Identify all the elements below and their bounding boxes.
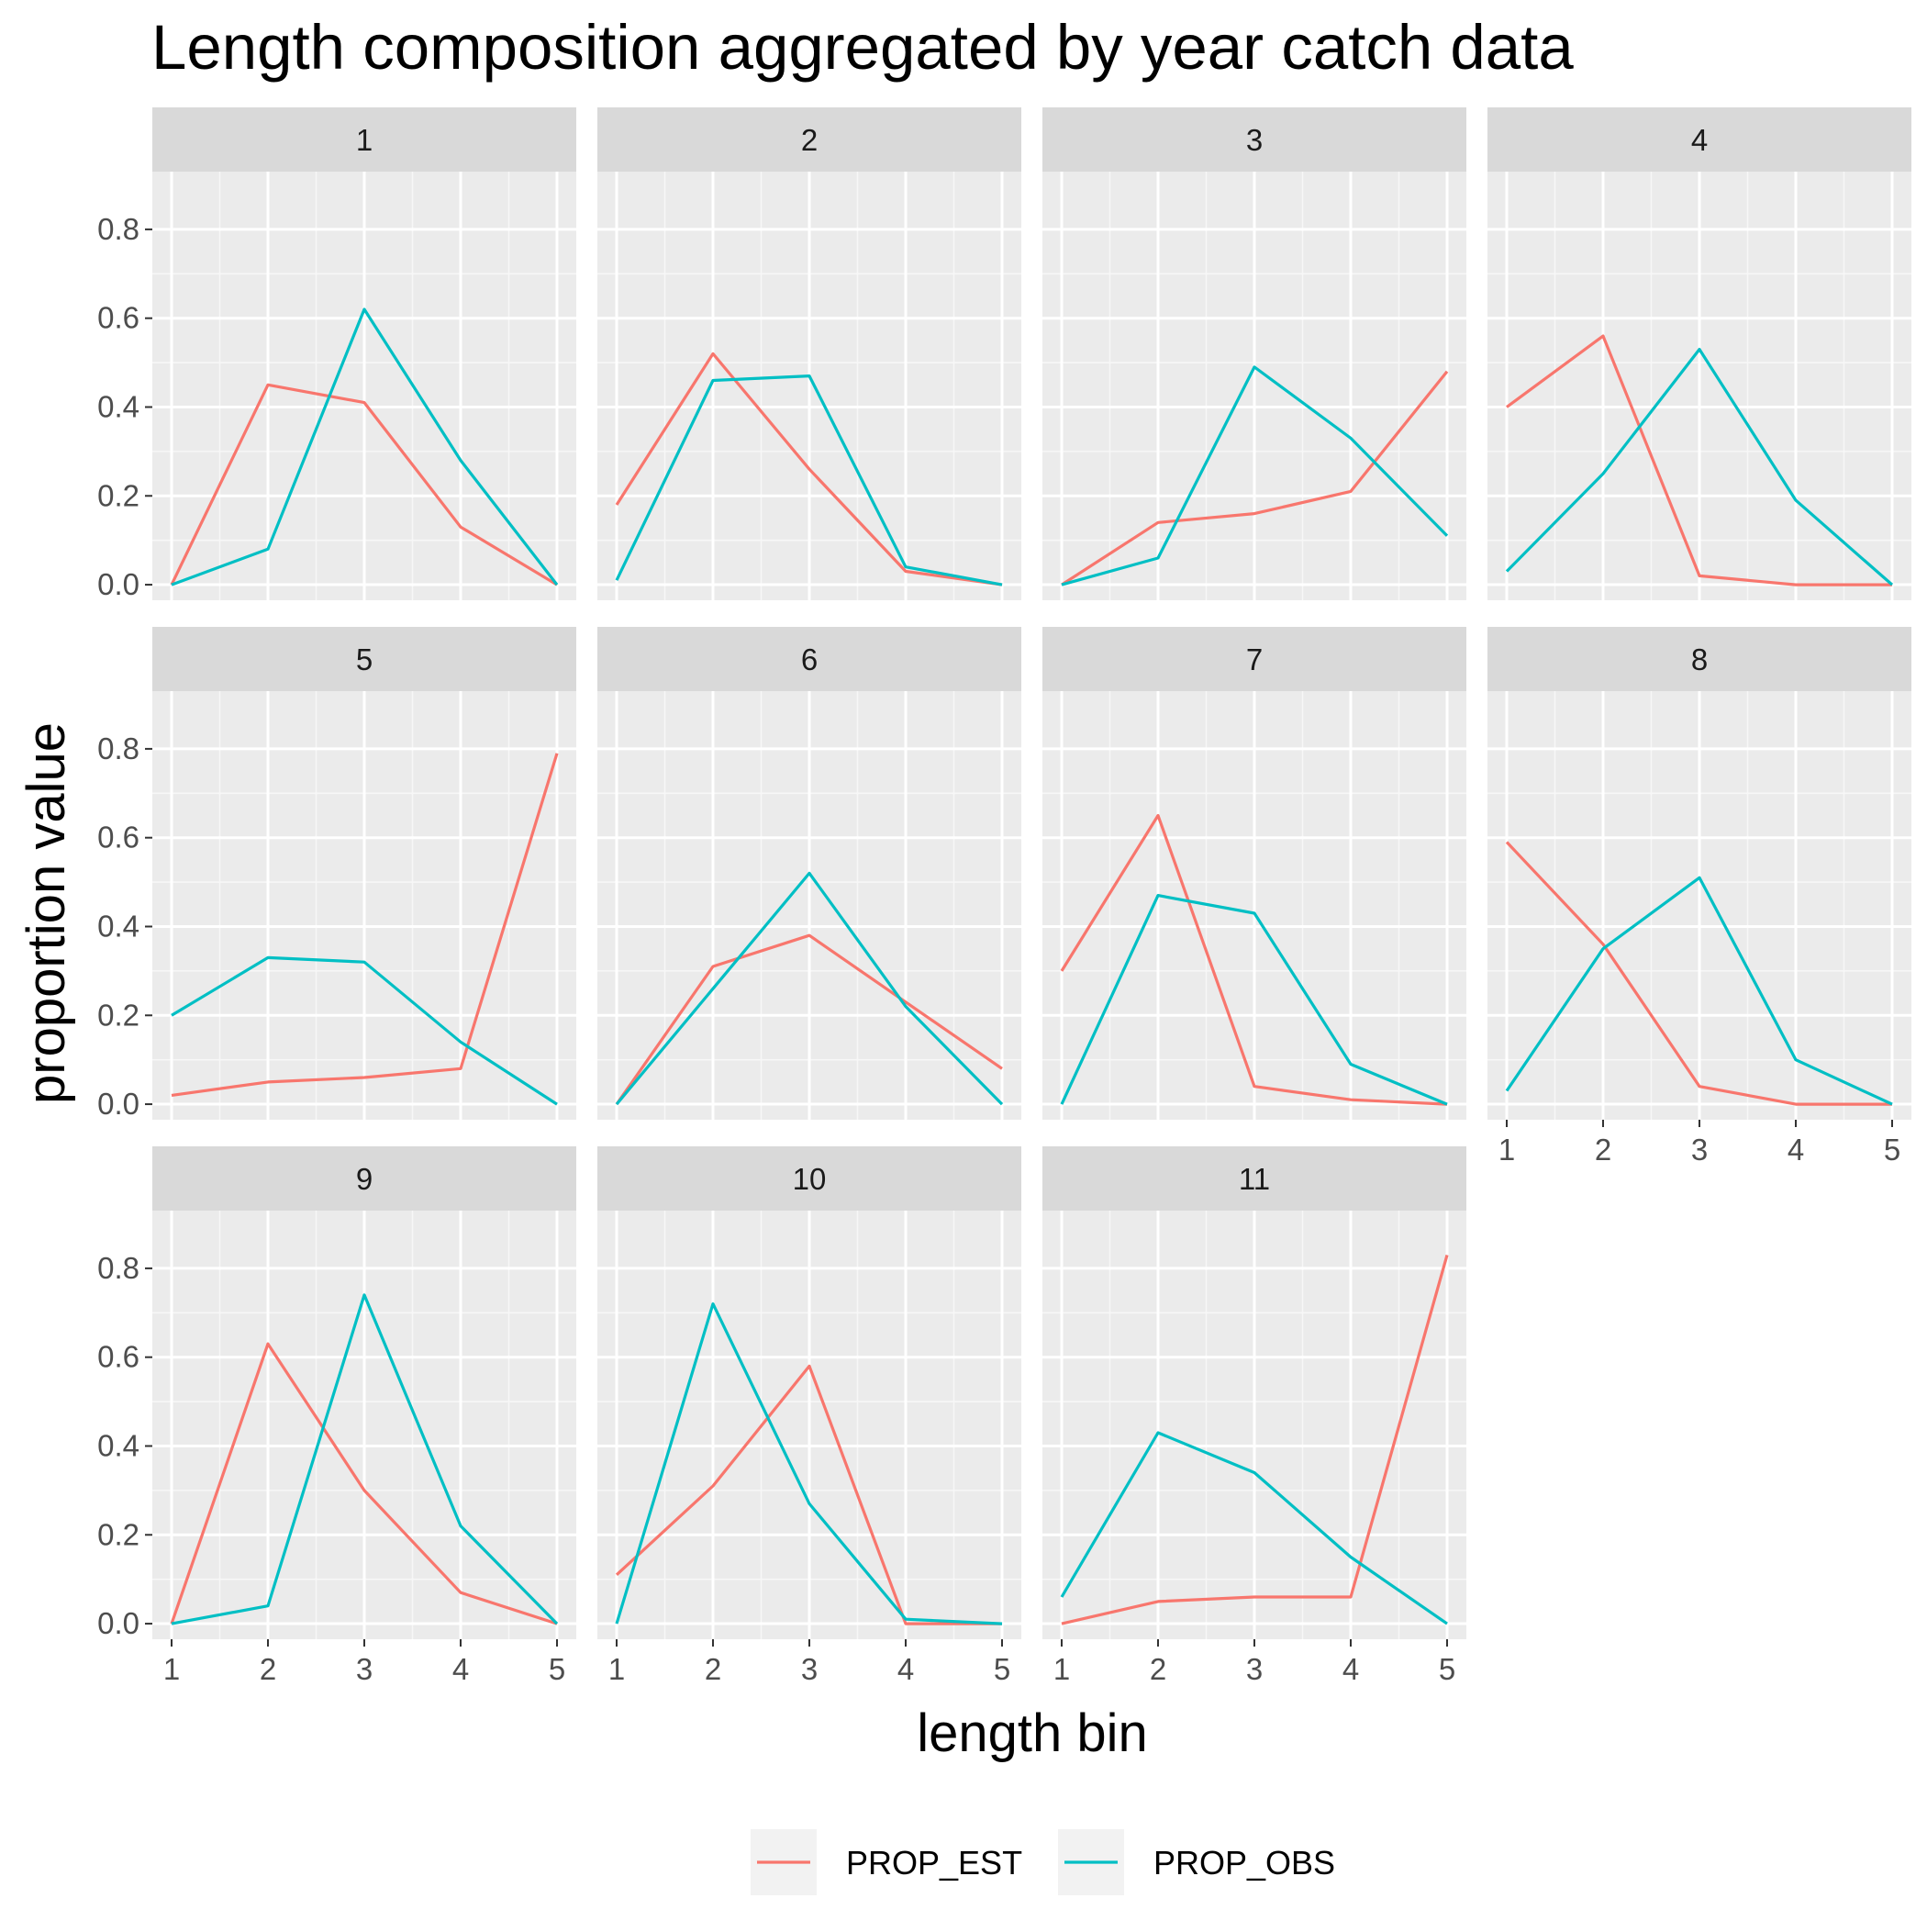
x-tick-label: 1 <box>608 1652 625 1686</box>
legend: PROP_EST PROP_OBS <box>751 1829 1335 1895</box>
series-line-prop-obs <box>615 374 1003 586</box>
x-tick-label: 3 <box>1246 1652 1263 1686</box>
facet-strip-label: 4 <box>1691 123 1708 157</box>
chart-title: Length composition aggregated by year ca… <box>151 12 1574 83</box>
series-line-prop-obs <box>615 1301 1003 1625</box>
y-tick-label: 0.2 <box>97 1517 139 1551</box>
y-tick-label: 0.4 <box>97 389 139 423</box>
legend-label-prop-est: PROP_EST <box>846 1844 1022 1882</box>
facet-strip <box>152 627 576 691</box>
facet-panel-6: 6 <box>597 627 1021 1120</box>
series-line-prop-est <box>1505 841 1892 1106</box>
series-line-prop-obs <box>171 1293 559 1625</box>
facets-layer: 1 0.0 0.2 0.4 0.6 0.8 2 3 4 5 0.0 0.2 0.4 0.6 0.8 6 7 8 1 2… <box>97 107 1911 1686</box>
facet-strip <box>597 107 1021 172</box>
facet-panel-7: 7 <box>1042 627 1466 1120</box>
y-tick-label: 0.0 <box>97 567 139 601</box>
x-tick-label: 5 <box>549 1652 565 1686</box>
series-line-prop-est <box>1061 370 1449 586</box>
y-tick-label: 0.6 <box>97 1340 139 1374</box>
facet-strip <box>1487 107 1911 172</box>
series-line-prop-est <box>615 933 1003 1106</box>
legend-label-prop-obs: PROP_OBS <box>1153 1844 1335 1882</box>
series-line-prop-obs <box>1060 1431 1448 1625</box>
y-tick-label: 0.0 <box>97 1087 139 1121</box>
facet-strip <box>152 1146 576 1211</box>
series-line-prop-obs <box>171 955 558 1106</box>
series-line-prop-obs <box>1061 365 1449 586</box>
series-line-prop-obs <box>615 871 1004 1106</box>
series-line-prop-obs <box>171 307 559 586</box>
x-tick-label: 5 <box>994 1652 1010 1686</box>
facet-strip <box>1042 627 1466 691</box>
facet-panel-4: 4 <box>1487 107 1911 600</box>
facet-panel-11: 111 2 3 4 5 <box>1042 1146 1466 1686</box>
facet-strip <box>1042 1146 1466 1211</box>
facet-panel-8: 8 1 2 3 4 5 <box>1487 627 1911 1167</box>
facet-strip-label: 2 <box>801 123 818 157</box>
y-tick-label: 0.0 <box>97 1606 139 1640</box>
facet-panel-1: 1 0.0 0.2 0.4 0.6 0.8 <box>97 107 576 601</box>
series-line-prop-est <box>170 1342 558 1625</box>
facet-strip-label: 6 <box>801 642 818 676</box>
y-tick-label: 0.4 <box>97 1428 139 1462</box>
y-tick-label: 0.8 <box>97 212 139 246</box>
x-tick-label: 3 <box>801 1652 818 1686</box>
series-line-prop-est <box>171 753 559 1097</box>
y-tick-label: 0.4 <box>97 909 139 943</box>
x-tick-label: 5 <box>1439 1652 1455 1686</box>
x-tick-label: 2 <box>1150 1652 1166 1686</box>
x-tick-label: 2 <box>1595 1133 1611 1167</box>
facet-panel-2: 2 <box>597 107 1021 600</box>
x-tick-label: 1 <box>1498 1133 1515 1167</box>
facet-panel-3: 3 <box>1042 107 1466 600</box>
facet-strip-label: 11 <box>1239 1162 1270 1196</box>
facet-strip-label: 1 <box>356 123 373 157</box>
y-axis-title: proportion value <box>17 722 76 1104</box>
facet-panel-9: 9 0.0 0.2 0.4 0.6 0.8 1 2 3 4 5 <box>97 1146 576 1686</box>
series-line-prop-est <box>1506 334 1892 586</box>
x-tick-label: 1 <box>1053 1652 1070 1686</box>
facet-strip-label: 3 <box>1246 123 1263 157</box>
series-line-prop-obs <box>1505 876 1893 1106</box>
series-line-prop-obs <box>1060 893 1448 1106</box>
y-tick-label: 0.6 <box>97 301 139 335</box>
facet-strip <box>597 1146 1021 1211</box>
facet-strip-label: 8 <box>1691 642 1708 676</box>
x-tick-label: 4 <box>1788 1133 1804 1167</box>
series-line-prop-obs <box>1505 348 1894 586</box>
y-tick-label: 0.2 <box>97 478 139 512</box>
series-line-prop-est <box>615 1364 1002 1625</box>
facet-strip <box>152 107 576 172</box>
y-tick-label: 0.2 <box>97 998 139 1032</box>
y-tick-label: 0.8 <box>97 731 139 765</box>
facet-strip-label: 7 <box>1246 642 1263 676</box>
x-tick-label: 4 <box>1342 1652 1359 1686</box>
y-tick-label: 0.8 <box>97 1251 139 1285</box>
x-tick-label: 2 <box>260 1652 276 1686</box>
facet-strip-label: 10 <box>793 1162 827 1196</box>
facet-strip-label: 5 <box>356 642 373 676</box>
facet-strip <box>1487 627 1911 691</box>
series-line-prop-est <box>1060 813 1448 1106</box>
x-tick-label: 5 <box>1884 1133 1900 1167</box>
series-line-prop-est <box>615 352 1003 586</box>
x-tick-label: 1 <box>163 1652 180 1686</box>
facet-panel-5: 5 0.0 0.2 0.4 0.6 0.8 <box>97 627 576 1121</box>
x-tick-label: 3 <box>356 1652 373 1686</box>
x-tick-label: 4 <box>452 1652 469 1686</box>
x-tick-label: 2 <box>705 1652 721 1686</box>
series-line-prop-est <box>1061 1254 1449 1625</box>
facet-strip <box>597 627 1021 691</box>
facet-strip-label: 9 <box>356 1162 373 1196</box>
x-tick-label: 4 <box>897 1652 914 1686</box>
x-tick-label: 3 <box>1691 1133 1708 1167</box>
facet-panel-10: 10 1 2 3 4 5 <box>597 1146 1021 1686</box>
y-tick-label: 0.6 <box>97 821 139 854</box>
series-line-prop-est <box>170 383 558 586</box>
x-axis-title: length bin <box>917 1703 1148 1763</box>
facet-strip <box>1042 107 1466 172</box>
